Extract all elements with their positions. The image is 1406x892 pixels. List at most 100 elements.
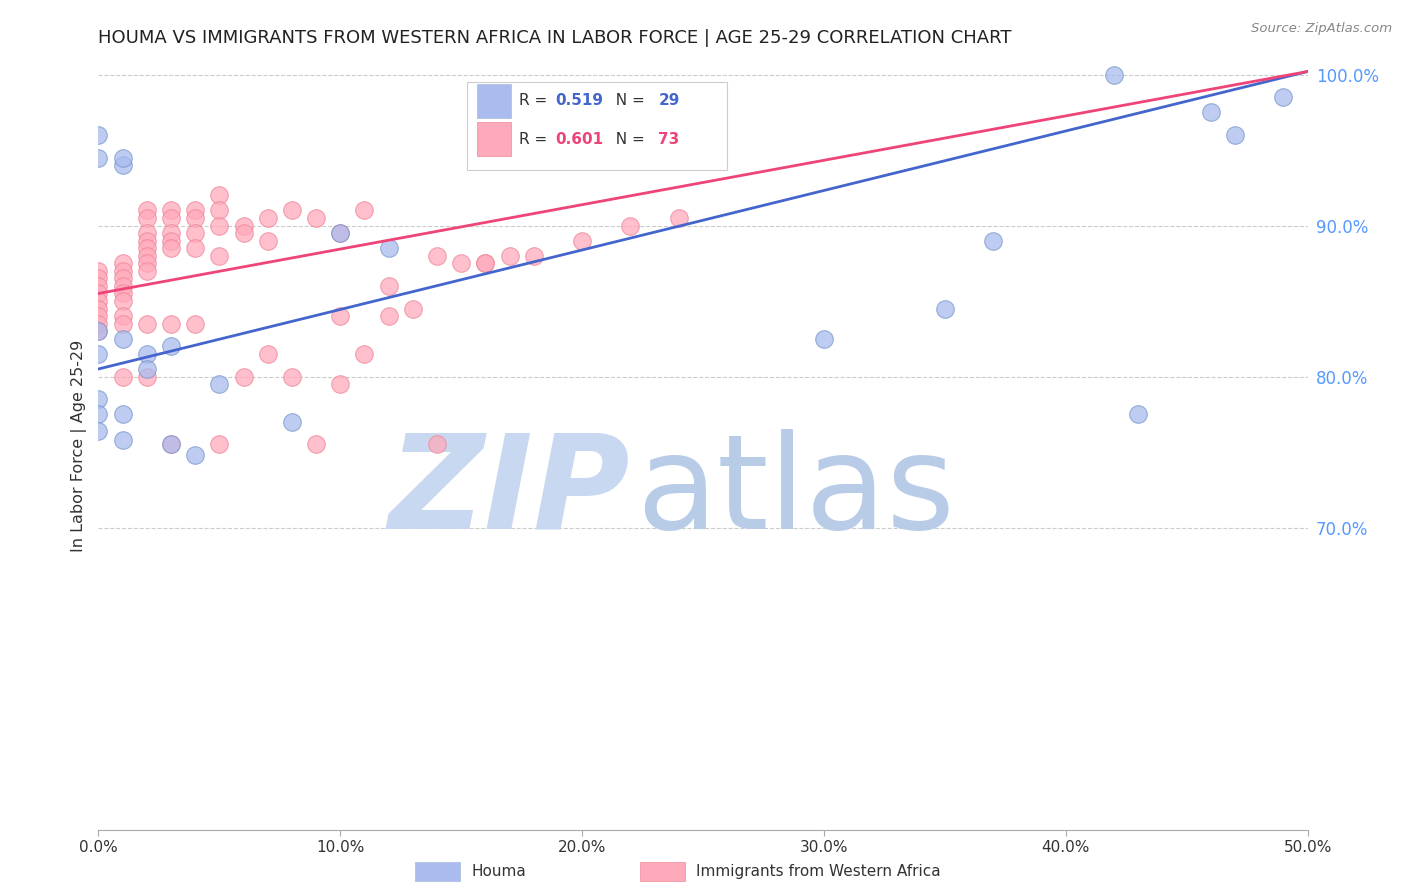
Point [135,362,157,376]
Text: HOUMA VS IMMIGRANTS FROM WESTERN AFRICA IN LABOR FORCE | AGE 25-29 CORRELATION C: HOUMA VS IMMIGRANTS FROM WESTERN AFRICA … [98,29,1012,47]
Point [1223,128,1246,142]
Point [184,241,207,255]
Point [87,293,110,308]
Point [160,317,183,331]
Point [329,226,352,240]
Bar [477,122,510,156]
Point [329,226,352,240]
Point [208,249,231,263]
Point [87,407,110,421]
Point [305,211,328,225]
Point [305,437,328,451]
Point [184,317,207,331]
Point [87,264,110,278]
Text: 0.519: 0.519 [555,94,603,108]
Point [208,219,231,233]
Text: ZIP: ZIP [389,428,630,556]
Point [135,347,157,361]
Point [87,279,110,293]
Point [1199,105,1222,120]
Point [111,286,134,301]
Point [256,211,278,225]
Point [160,211,183,225]
Point [377,279,399,293]
Text: 0.601: 0.601 [555,132,603,146]
Text: 29: 29 [658,94,679,108]
Point [111,293,134,308]
Point [256,234,278,248]
Point [160,437,183,451]
Text: R =: R = [519,132,553,146]
Point [1128,407,1150,421]
Text: N =: N = [606,132,650,146]
Point [87,128,110,142]
Point [135,241,157,255]
Point [426,437,449,451]
Point [111,158,134,172]
Point [111,271,134,285]
Point [281,203,304,218]
Point [87,424,110,438]
Point [208,203,231,218]
Point [111,332,134,346]
Point [160,437,183,451]
Text: Source: ZipAtlas.com: Source: ZipAtlas.com [1251,22,1392,36]
Point [160,339,183,353]
Point [87,151,110,165]
Point [135,256,157,270]
Point [87,317,110,331]
Point [111,407,134,421]
Point [571,234,593,248]
Point [426,249,449,263]
Point [87,324,110,338]
Point [87,324,110,338]
Point [135,317,157,331]
Point [353,203,375,218]
Point [934,301,956,316]
Point [184,203,207,218]
Point [668,211,690,225]
Point [281,415,304,429]
Point [111,279,134,293]
Point [87,301,110,316]
Point [135,369,157,384]
Y-axis label: In Labor Force | Age 25-29: In Labor Force | Age 25-29 [72,340,87,552]
Point [474,256,496,270]
Point [135,234,157,248]
Point [111,264,134,278]
Point [87,392,110,407]
Point [232,369,254,384]
Point [402,301,425,316]
Point [498,249,520,263]
Point [353,347,375,361]
Point [981,234,1004,248]
Point [160,203,183,218]
Point [329,309,352,323]
Text: 73: 73 [658,132,679,146]
Point [111,369,134,384]
Point [135,226,157,240]
Text: Immigrants from Western Africa: Immigrants from Western Africa [696,864,941,879]
Point [87,347,110,361]
Point [208,377,231,392]
Point [111,433,134,447]
Point [281,369,304,384]
Point [256,347,278,361]
Point [1272,90,1295,104]
Text: R =: R = [519,94,553,108]
Point [1102,68,1125,82]
Point [450,256,472,270]
Point [523,249,546,263]
Point [160,226,183,240]
Point [619,219,641,233]
Point [160,234,183,248]
Text: Houma: Houma [471,864,526,879]
Point [184,211,207,225]
Point [377,309,399,323]
Point [160,241,183,255]
Point [87,309,110,323]
FancyBboxPatch shape [467,81,727,169]
Point [111,256,134,270]
Point [232,219,254,233]
Point [87,271,110,285]
